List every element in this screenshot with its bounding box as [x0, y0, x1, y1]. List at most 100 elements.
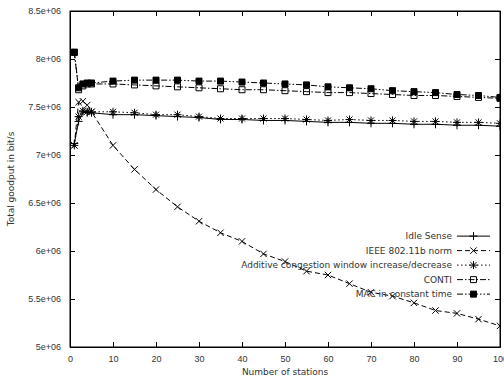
- tick: [242, 11, 243, 16]
- tick-label: 7.5e+06: [28, 102, 61, 112]
- series-line: [74, 101, 500, 326]
- tick-mark: [495, 251, 500, 252]
- marker: [131, 109, 139, 117]
- tick: 90: [452, 342, 462, 364]
- tick: 20: [151, 342, 161, 364]
- tick-label: 5e+06: [36, 342, 61, 352]
- tick: [495, 11, 500, 12]
- marker: [261, 87, 267, 93]
- tick-mark: [70, 11, 75, 12]
- tick-mark: [70, 251, 75, 252]
- marker: [346, 280, 352, 286]
- marker: [196, 78, 202, 84]
- marker: [454, 310, 460, 316]
- tick: 70: [366, 342, 376, 364]
- marker: [260, 115, 268, 123]
- series-line: [74, 111, 500, 146]
- marker: [239, 238, 245, 244]
- tick-label: 50: [280, 354, 290, 364]
- marker: [153, 77, 159, 83]
- marker: [218, 86, 224, 92]
- marker: [75, 99, 81, 105]
- marker: [281, 115, 289, 123]
- marker: [196, 218, 202, 224]
- legend-entry: Additive congestion window increase/decr…: [241, 260, 490, 270]
- tick-mark: [70, 155, 75, 156]
- tick: [414, 11, 415, 16]
- marker: [88, 108, 96, 116]
- marker: [71, 49, 77, 55]
- tick: 5e+06: [36, 342, 75, 352]
- marker: [110, 78, 116, 84]
- marker: [411, 89, 417, 95]
- series-line: [74, 52, 500, 98]
- marker: [497, 323, 500, 329]
- marker: [304, 82, 310, 88]
- marker: [497, 94, 500, 100]
- marker: [239, 87, 245, 93]
- x-axis: 0102030405060708090100: [68, 342, 504, 364]
- tick: 8.5e+06: [28, 6, 75, 16]
- legend-entry: CONTI: [424, 275, 490, 285]
- tick: 50: [280, 342, 290, 364]
- marker: [75, 113, 83, 121]
- legend-label: MAC in constant time: [356, 289, 453, 299]
- tick-mark: [495, 299, 500, 300]
- tick-mark: [113, 342, 114, 347]
- tick-label: 90: [452, 354, 462, 364]
- tick-mark: [285, 11, 286, 16]
- tick: [113, 11, 114, 16]
- axis-line: [500, 12, 501, 348]
- marker: [239, 79, 245, 85]
- legend-marker: [470, 232, 478, 240]
- tick-mark: [495, 347, 500, 348]
- marker: [367, 116, 375, 124]
- y-axis-right: [495, 12, 501, 348]
- marker: [195, 114, 203, 122]
- tick-mark: [495, 107, 500, 108]
- marker: [132, 77, 138, 83]
- marker: [71, 49, 77, 55]
- marker: [131, 166, 137, 172]
- y-axis: 5e+065.5e+066e+066.5e+067e+067.5e+068e+0…: [28, 6, 75, 352]
- legend-label: Additive congestion window increase/decr…: [241, 260, 452, 270]
- marker: [217, 115, 225, 123]
- legend: Idle SenseIEEE 802.11b normAdditive cong…: [241, 231, 490, 299]
- tick: [156, 11, 157, 16]
- legend-label: CONTI: [424, 275, 452, 285]
- tick-mark: [414, 342, 415, 347]
- marker: [347, 85, 353, 91]
- tick: [495, 155, 500, 156]
- y-axis-title: Total goodput in bit/s: [6, 131, 16, 227]
- tick-mark: [242, 11, 243, 16]
- tick: [495, 299, 500, 300]
- tick: 6.5e+06: [28, 198, 75, 208]
- marker: [152, 112, 160, 120]
- legend-marker: [471, 291, 477, 297]
- marker: [282, 81, 288, 87]
- plot-area: 01020304050607080901005e+065.5e+066e+066…: [28, 6, 504, 364]
- tick-mark: [242, 342, 243, 347]
- marker: [89, 80, 95, 86]
- marker: [88, 109, 94, 115]
- tick-label: 40: [237, 354, 247, 364]
- tick-mark: [328, 11, 329, 16]
- tick: 60: [323, 342, 333, 364]
- tick-mark: [495, 11, 500, 12]
- marker: [390, 88, 396, 94]
- tick: 6e+06: [36, 246, 75, 256]
- tick-label: 5.5e+06: [28, 294, 61, 304]
- marker: [89, 81, 95, 87]
- tick-label: 70: [366, 354, 376, 364]
- marker: [325, 84, 331, 90]
- tick: [457, 11, 458, 16]
- marker: [153, 83, 159, 89]
- marker: [453, 118, 461, 126]
- legend-entry: Idle Sense: [406, 231, 490, 241]
- tick: 5.5e+06: [28, 294, 75, 304]
- tick-label: 100: [493, 354, 504, 364]
- axis-line: [70, 12, 71, 348]
- x-axis-top: [71, 11, 501, 16]
- marker: [238, 115, 246, 123]
- tick: [371, 11, 372, 16]
